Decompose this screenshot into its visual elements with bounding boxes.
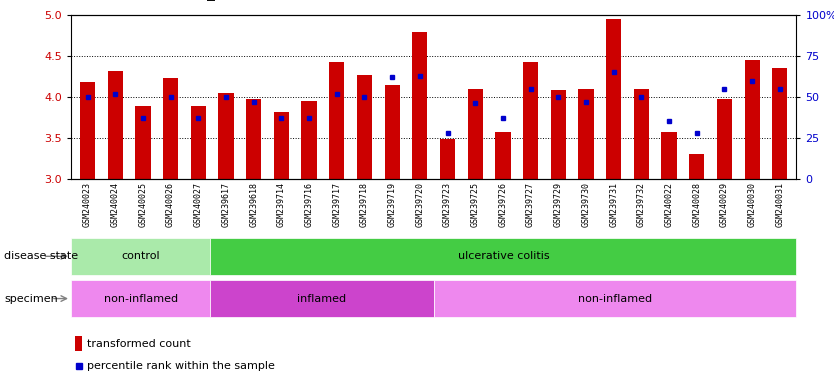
Bar [80, 82, 95, 179]
Bar [108, 71, 123, 179]
Bar [745, 60, 760, 179]
Text: GSM239731: GSM239731 [609, 182, 618, 227]
Text: disease state: disease state [4, 251, 78, 262]
Text: GSM240022: GSM240022 [665, 182, 674, 227]
Text: GSM239717: GSM239717 [332, 182, 341, 227]
Bar [357, 75, 372, 179]
Text: GSM240028: GSM240028 [692, 182, 701, 227]
Bar [329, 62, 344, 179]
Bar [440, 139, 455, 179]
Bar [74, 336, 83, 351]
Text: GSM239720: GSM239720 [415, 182, 425, 227]
Text: GSM240025: GSM240025 [138, 182, 148, 227]
Bar [550, 91, 566, 179]
Text: non-inflamed: non-inflamed [578, 293, 652, 304]
Bar [495, 132, 510, 179]
Bar [579, 89, 594, 179]
Text: GSM239732: GSM239732 [637, 182, 646, 227]
Bar [219, 93, 234, 179]
Bar [717, 99, 732, 179]
Text: GSM239718: GSM239718 [360, 182, 369, 227]
Text: transformed count: transformed count [88, 339, 191, 349]
Bar [71, 280, 210, 317]
Bar [434, 280, 796, 317]
Text: GSM239719: GSM239719 [388, 182, 397, 227]
Text: GSM240026: GSM240026 [166, 182, 175, 227]
Text: GSM240023: GSM240023 [83, 182, 92, 227]
Text: GSM239729: GSM239729 [554, 182, 563, 227]
Bar [661, 132, 676, 179]
Text: GSM240030: GSM240030 [747, 182, 756, 227]
Bar [606, 20, 621, 179]
Text: percentile rank within the sample: percentile rank within the sample [88, 361, 275, 371]
Text: GSM240027: GSM240027 [193, 182, 203, 227]
Bar [523, 62, 538, 179]
Text: GSM240031: GSM240031 [776, 182, 784, 227]
Bar [71, 238, 210, 275]
Text: GSM239618: GSM239618 [249, 182, 259, 227]
Bar [274, 112, 289, 179]
Text: specimen: specimen [4, 293, 58, 304]
Text: non-inflamed: non-inflamed [103, 293, 178, 304]
Bar [163, 78, 178, 179]
Bar [772, 68, 787, 179]
Text: GSM239714: GSM239714 [277, 182, 286, 227]
Bar [468, 89, 483, 179]
Text: control: control [121, 251, 160, 262]
Text: inflamed: inflamed [298, 293, 347, 304]
Bar [210, 280, 434, 317]
Text: GSM239723: GSM239723 [443, 182, 452, 227]
Bar [246, 99, 261, 179]
Bar [689, 154, 705, 179]
Bar [634, 89, 649, 179]
Bar [384, 85, 399, 179]
Text: GSM239727: GSM239727 [526, 182, 535, 227]
Bar [301, 101, 317, 179]
Text: GSM239617: GSM239617 [222, 182, 230, 227]
Bar [135, 106, 150, 179]
Text: GSM239730: GSM239730 [581, 182, 590, 227]
Text: GSM239726: GSM239726 [499, 182, 507, 227]
Bar [191, 106, 206, 179]
Bar [210, 238, 796, 275]
Text: GSM240029: GSM240029 [720, 182, 729, 227]
Bar [412, 33, 428, 179]
Text: GSM239725: GSM239725 [470, 182, 480, 227]
Text: GSM240024: GSM240024 [111, 182, 120, 227]
Text: GSM239716: GSM239716 [304, 182, 314, 227]
Text: ulcerative colitis: ulcerative colitis [458, 251, 550, 262]
